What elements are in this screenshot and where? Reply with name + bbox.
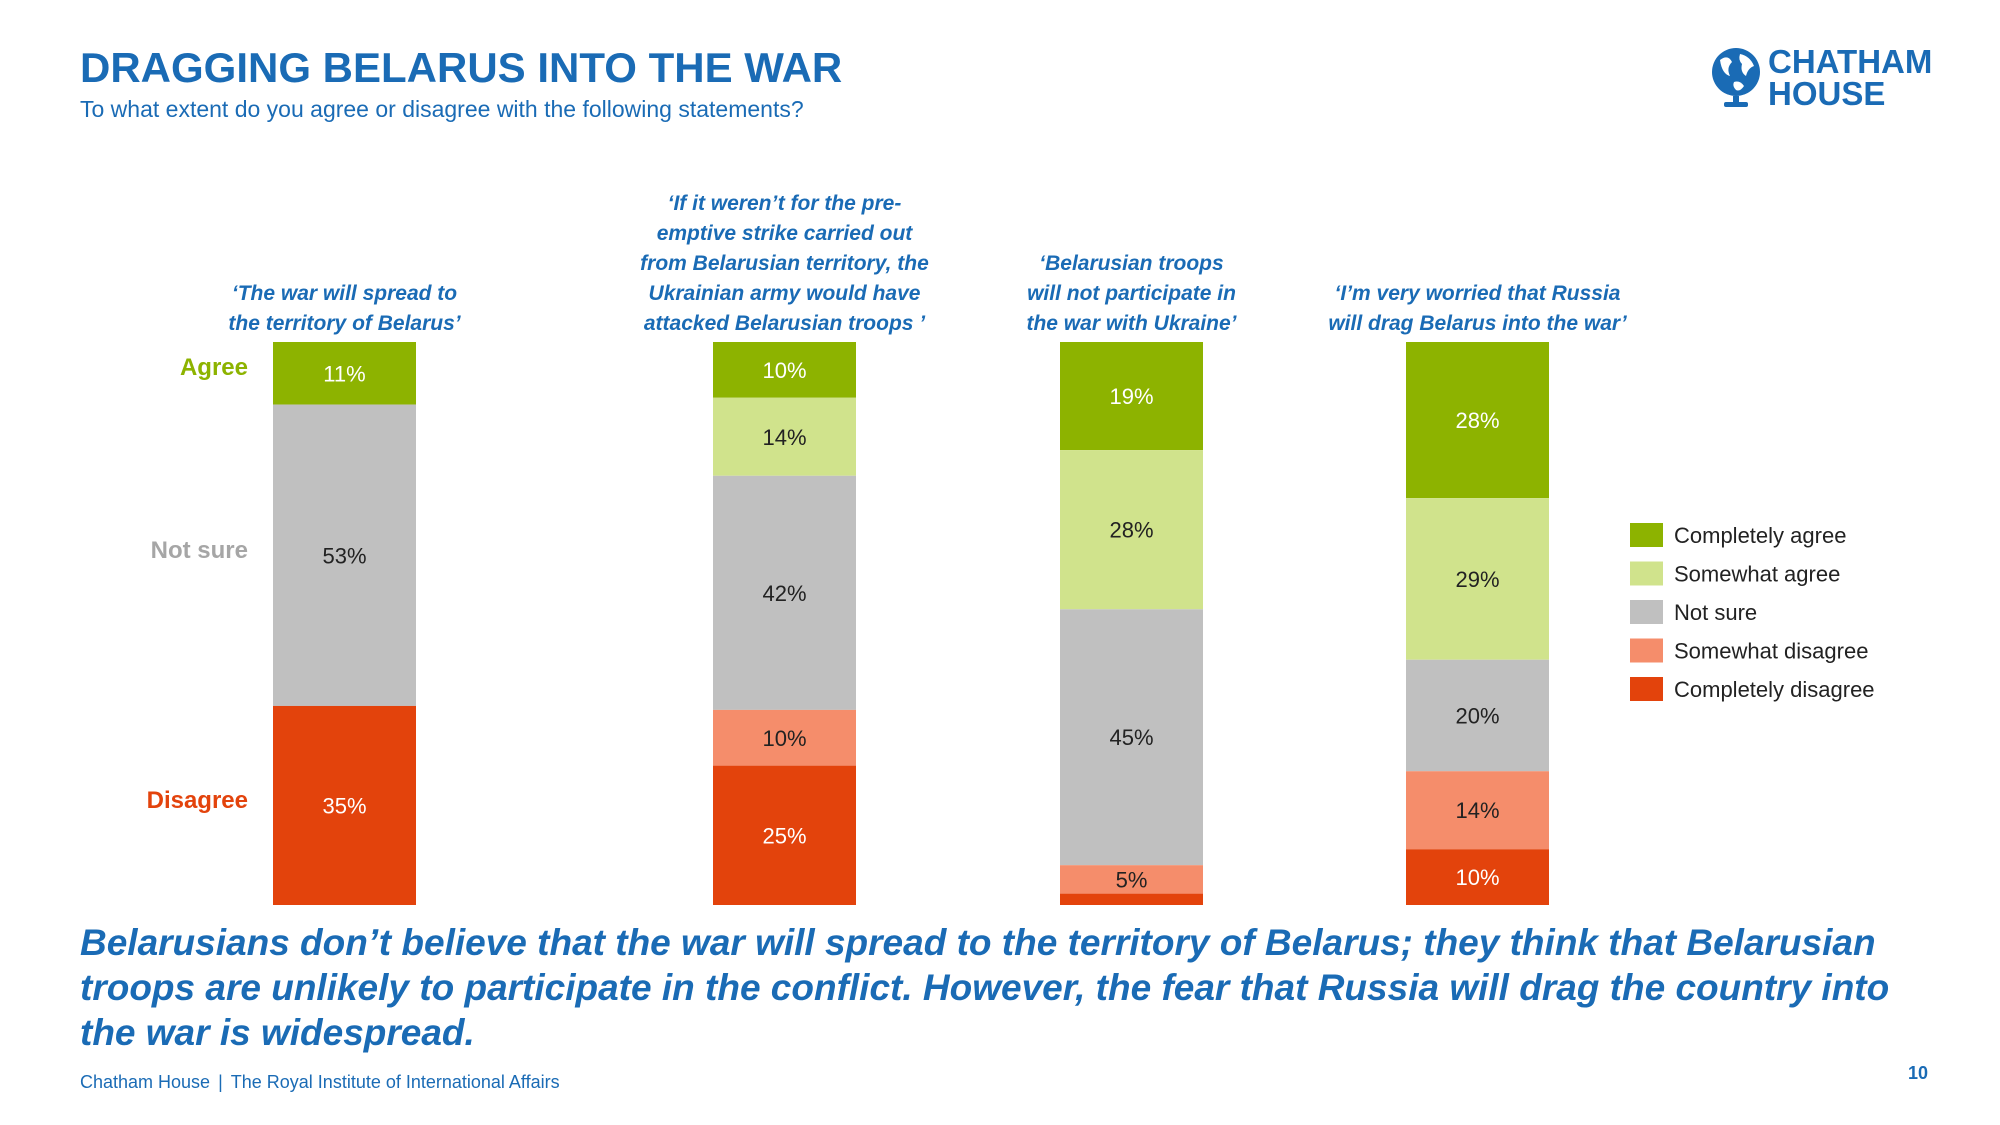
bar-segment bbox=[1406, 659, 1549, 772]
data-label: 42% bbox=[762, 581, 806, 606]
data-label: 25% bbox=[762, 823, 806, 848]
data-label: 5% bbox=[1116, 867, 1148, 892]
category-label: the territory of Belarus’ bbox=[228, 312, 461, 335]
category-label: ‘The war will spread to bbox=[232, 282, 457, 305]
data-label: 14% bbox=[1455, 798, 1499, 823]
category-label: emptive strike carried out bbox=[657, 222, 914, 245]
data-label: 10% bbox=[762, 726, 806, 751]
category-label: Ukrainian army would have bbox=[649, 282, 921, 305]
chatham-house-logo: CHATHAM HOUSE bbox=[1710, 44, 1940, 116]
legend-swatch bbox=[1630, 600, 1663, 624]
page-title: DRAGGING BELARUS INTO THE WAR bbox=[80, 44, 843, 91]
category-label: ‘If it weren’t for the pre- bbox=[668, 192, 902, 215]
stacked-bar-chart: 11% 53% 35% ‘The war will spread to the terr… bbox=[147, 192, 1875, 905]
data-label: 10% bbox=[762, 358, 806, 383]
category-label: ‘Belarusian troops bbox=[1039, 252, 1223, 275]
bar-segment bbox=[713, 765, 856, 905]
data-label: 10% bbox=[1455, 865, 1499, 890]
legend-label: Somewhat agree bbox=[1674, 562, 1840, 587]
legend-label: Somewhat disagree bbox=[1674, 639, 1868, 664]
bar-segment bbox=[713, 342, 856, 398]
bar-segment bbox=[713, 475, 856, 710]
logo-line-2: HOUSE bbox=[1768, 75, 1886, 112]
legend-swatch bbox=[1630, 677, 1663, 701]
logo-line-1: CHATHAM bbox=[1768, 43, 1933, 80]
data-label: 14% bbox=[762, 425, 806, 450]
data-label: 53% bbox=[322, 543, 366, 568]
footer-separator: | bbox=[218, 1072, 223, 1092]
bar-segment bbox=[273, 404, 416, 706]
side-label: Disagree bbox=[147, 787, 248, 814]
bar-segment bbox=[1060, 865, 1203, 894]
bar-segment bbox=[1406, 498, 1549, 660]
footer: Chatham House | The Royal Institute of Int… bbox=[80, 1072, 560, 1093]
page-subtitle: To what extent do you agree or disagree … bbox=[80, 96, 804, 122]
legend-swatch bbox=[1630, 638, 1663, 663]
bar-segment bbox=[1406, 771, 1549, 850]
data-label: 35% bbox=[322, 793, 366, 818]
bar-segment bbox=[1406, 849, 1549, 905]
bar-segment bbox=[713, 397, 856, 476]
side-label: Not sure bbox=[151, 537, 248, 564]
bar-segment bbox=[1060, 342, 1203, 451]
data-label: 28% bbox=[1109, 518, 1153, 543]
category-label: ‘I’m very worried that Russia bbox=[1335, 282, 1621, 305]
legend-label: Completely agree bbox=[1674, 523, 1846, 548]
legend-label: Completely disagree bbox=[1674, 677, 1875, 702]
logo-wordmark: CHATHAM HOUSE bbox=[1768, 43, 1933, 112]
footer-org: Chatham House bbox=[80, 1072, 211, 1092]
bar-segment bbox=[1060, 609, 1203, 866]
bar-segment bbox=[273, 705, 416, 905]
data-label: 45% bbox=[1109, 725, 1153, 750]
data-label: 19% bbox=[1109, 384, 1153, 409]
bar-segment bbox=[1060, 893, 1203, 905]
footer-tagline: The Royal Institute of International Aff… bbox=[230, 1072, 560, 1092]
globe-icon bbox=[1712, 48, 1760, 107]
data-label: 20% bbox=[1455, 703, 1499, 728]
category-label: will not participate in bbox=[1027, 282, 1236, 305]
data-label: 11% bbox=[323, 361, 365, 386]
side-label: Agree bbox=[180, 354, 248, 381]
bar-segment bbox=[713, 709, 856, 766]
legend-swatch bbox=[1630, 561, 1663, 586]
legend-swatch bbox=[1630, 523, 1663, 547]
bar-segment bbox=[1406, 342, 1549, 499]
page-number: 10 bbox=[1908, 1063, 1929, 1083]
category-label: from Belarusian territory, the bbox=[640, 252, 929, 275]
category-label: attacked Belarusian troops ’ bbox=[644, 312, 926, 335]
data-label: 29% bbox=[1455, 567, 1499, 592]
bar-segment bbox=[1060, 450, 1203, 610]
bar-segment bbox=[273, 342, 416, 405]
data-label: 28% bbox=[1455, 408, 1499, 433]
category-label: will drag Belarus into the war’ bbox=[1328, 312, 1628, 335]
category-label: the war with Ukraine’ bbox=[1026, 312, 1237, 335]
conclusion-text: Belarusians don’t believe that the war w… bbox=[80, 922, 1890, 1053]
legend-label: Not sure bbox=[1674, 600, 1757, 625]
